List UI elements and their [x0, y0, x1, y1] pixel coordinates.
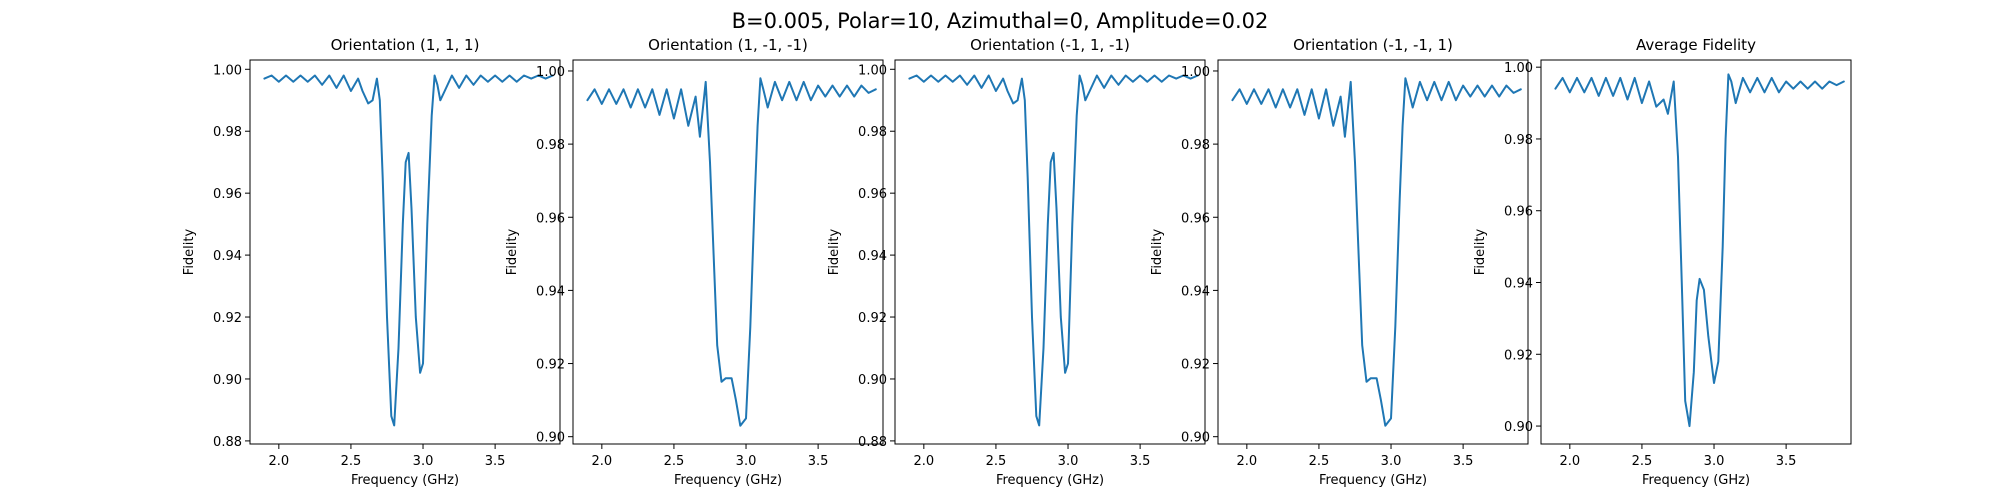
y-tick-label: 0.90	[1504, 420, 1533, 435]
fidelity-series-line	[586, 77, 877, 427]
x-axis-label: Frequency (GHz)	[996, 473, 1104, 488]
y-tick-label: 1.00	[1504, 61, 1533, 76]
x-tick-label: 2.5	[1309, 454, 1330, 469]
y-tick-label: 0.94	[536, 284, 565, 299]
subplot-title: Orientation (1, 1, 1)	[331, 36, 480, 54]
y-tick-label: 1.00	[536, 65, 565, 80]
fidelity-series-line	[908, 74, 1199, 427]
x-tick-label: 3.5	[485, 454, 506, 469]
figure-suptitle: B=0.005, Polar=10, Azimuthal=0, Amplitud…	[732, 9, 1269, 33]
y-tick-label: 0.94	[213, 249, 242, 264]
x-tick-label: 2.5	[1632, 454, 1653, 469]
y-tick-label: 1.00	[858, 63, 887, 78]
y-tick-label: 0.92	[536, 358, 565, 373]
y-tick-label: 0.88	[858, 435, 887, 450]
y-tick-label: 0.98	[1504, 133, 1533, 148]
y-tick-label: 0.96	[536, 211, 565, 226]
y-tick-label: 0.98	[858, 125, 887, 140]
subplot-grid: 2.0 2.5 3.0 3.5 0.88 0.90 0.92 0.94 0.96 0.98 1.00…	[182, 36, 1852, 488]
fidelity-series-line	[1231, 77, 1522, 427]
axes-frame	[572, 59, 884, 445]
y-axis-label: Fidelity	[505, 228, 520, 275]
x-axis-label: Frequency (GHz)	[351, 473, 459, 488]
y-tick-label: 1.00	[213, 63, 242, 78]
x-tick-label: 3.5	[1453, 454, 1474, 469]
subplot-title: Average Fidelity	[1636, 36, 1756, 54]
y-tick-label: 0.98	[213, 125, 242, 140]
y-tick-label: 0.92	[1181, 358, 1210, 373]
axes-frame	[249, 59, 561, 445]
fidelity-series-line	[263, 74, 554, 427]
y-axis-label: Fidelity	[827, 228, 842, 275]
x-tick-label: 2.5	[986, 454, 1007, 469]
y-tick-label: 0.98	[536, 138, 565, 153]
y-axis-label: Fidelity	[1150, 228, 1165, 275]
x-tick-label: 2.5	[341, 454, 362, 469]
axes-frame	[894, 59, 1206, 445]
y-axis-label: Fidelity	[1473, 228, 1488, 275]
y-tick-label: 0.92	[213, 311, 242, 326]
y-tick-label: 0.90	[858, 373, 887, 388]
y-tick-label: 0.94	[1181, 284, 1210, 299]
x-tick-label: 2.5	[664, 454, 685, 469]
x-axis-label: Frequency (GHz)	[1319, 473, 1427, 488]
y-tick-label: 0.94	[858, 249, 887, 264]
subplot-title: Orientation (1, -1, -1)	[648, 36, 808, 54]
subplot-title: Orientation (-1, 1, -1)	[970, 36, 1130, 54]
y-tick-label: 1.00	[1181, 65, 1210, 80]
y-tick-label: 0.96	[213, 187, 242, 202]
y-tick-label: 0.90	[1181, 431, 1210, 446]
x-tick-label: 3.5	[1130, 454, 1151, 469]
x-tick-label: 3.0	[1381, 454, 1402, 469]
x-tick-label: 2.0	[1559, 454, 1580, 469]
y-tick-label: 0.96	[1181, 211, 1210, 226]
x-tick-label: 2.0	[1236, 454, 1257, 469]
y-tick-label: 0.94	[1504, 277, 1533, 292]
fidelity-series-line	[1554, 73, 1845, 428]
y-axis-label: Fidelity	[182, 228, 197, 275]
x-tick-label: 3.5	[808, 454, 829, 469]
x-tick-label: 3.0	[1058, 454, 1079, 469]
y-tick-label: 0.90	[213, 373, 242, 388]
x-tick-label: 3.0	[1704, 454, 1725, 469]
y-tick-label: 0.96	[1504, 205, 1533, 220]
y-tick-label: 0.90	[536, 431, 565, 446]
subplot-3: 2.0 2.5 3.0 3.5 0.88 0.90 0.92 0.94 0.96 0.98 1.00…	[827, 36, 1206, 488]
x-tick-label: 3.0	[413, 454, 434, 469]
y-tick-label: 0.88	[213, 435, 242, 450]
y-tick-label: 0.92	[858, 311, 887, 326]
axes-frame	[1540, 59, 1852, 445]
x-tick-label: 3.0	[736, 454, 757, 469]
subplot-title: Orientation (-1, -1, 1)	[1293, 36, 1453, 54]
subplot-4: 2.0 2.5 3.0 3.5 0.90 0.92 0.94 0.96 0.98 1.00 Orie…	[1150, 36, 1529, 488]
subplot-2: 2.0 2.5 3.0 3.5 0.90 0.92 0.94 0.96 0.98 1.00 Orie…	[505, 36, 884, 488]
x-tick-label: 2.0	[913, 454, 934, 469]
x-tick-label: 3.5	[1776, 454, 1797, 469]
y-tick-label: 0.98	[1181, 138, 1210, 153]
subplot-5: 2.0 2.5 3.0 3.5 0.90 0.92 0.94 0.96 0.98 1.00 Aver…	[1473, 36, 1852, 488]
y-tick-label: 0.96	[858, 187, 887, 202]
y-tick-label: 0.92	[1504, 348, 1533, 363]
x-tick-label: 2.0	[268, 454, 289, 469]
x-tick-label: 2.0	[591, 454, 612, 469]
x-axis-label: Frequency (GHz)	[674, 473, 782, 488]
subplot-1: 2.0 2.5 3.0 3.5 0.88 0.90 0.92 0.94 0.96 0.98 1.00…	[182, 36, 561, 488]
x-axis-label: Frequency (GHz)	[1642, 473, 1750, 488]
axes-frame	[1217, 59, 1529, 445]
